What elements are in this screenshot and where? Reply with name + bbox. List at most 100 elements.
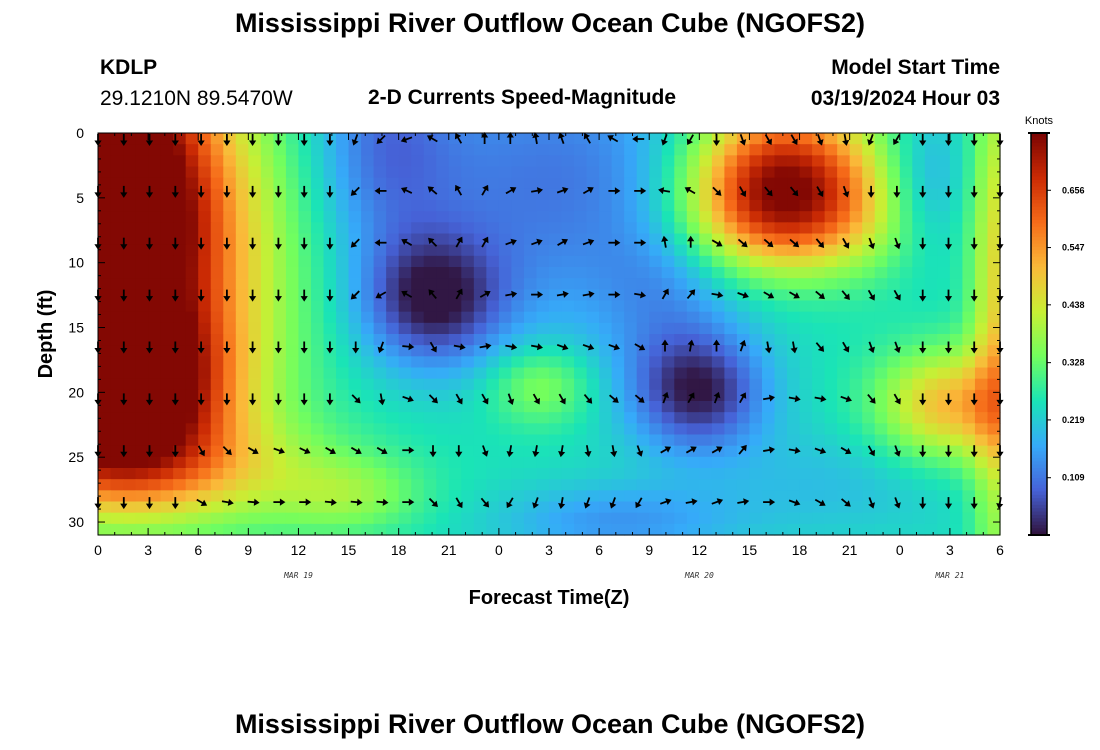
heatmap-cell (937, 255, 951, 268)
heatmap-cell (486, 490, 500, 503)
heatmap-cell (774, 356, 788, 369)
heatmap-cell (123, 322, 137, 335)
current-arrow (556, 290, 569, 298)
heatmap-cell (624, 155, 638, 168)
heatmap-cell (436, 211, 450, 223)
heatmap-cell (812, 166, 826, 179)
heatmap-cell (336, 133, 350, 145)
current-arrow (840, 395, 852, 403)
heatmap-cell (210, 267, 224, 279)
heatmap-cell (498, 300, 513, 313)
heatmap-cell (348, 244, 362, 257)
heatmap-cell (949, 311, 964, 324)
current-arrow (608, 187, 621, 195)
heatmap-cell (486, 334, 500, 346)
heatmap-cell (336, 401, 350, 413)
heatmap-cell (674, 356, 688, 369)
heatmap-cell (686, 456, 700, 469)
current-arrow (145, 237, 154, 250)
heatmap-cell (937, 479, 951, 491)
heatmap-cell (661, 345, 675, 357)
heatmap-cell (837, 412, 851, 424)
arrow-head (632, 135, 638, 143)
heatmap-cell (724, 222, 738, 235)
heatmap-cell (699, 267, 713, 279)
heatmap-cell (874, 490, 888, 503)
heatmap-cell (298, 501, 312, 514)
arrow-head (819, 447, 827, 455)
heatmap-cell (461, 200, 475, 212)
heatmap-cell (536, 155, 550, 168)
heatmap-cell (373, 479, 387, 491)
arrow-head (715, 189, 722, 196)
heatmap-cell (348, 211, 362, 223)
heatmap-cell (611, 389, 625, 402)
heatmap-cell (574, 367, 588, 380)
arrow-head (484, 290, 491, 297)
heatmap-cell (686, 166, 700, 179)
heatmap-cell (160, 490, 174, 503)
heatmap-cell (323, 512, 337, 525)
heatmap-cell (611, 490, 625, 503)
heatmap-cell (761, 490, 776, 503)
heatmap-cell (787, 267, 801, 279)
heatmap-cell (724, 501, 738, 514)
heatmap-cell (849, 311, 863, 324)
heatmap-cell (160, 378, 174, 391)
heatmap-cell (461, 188, 475, 201)
heatmap-cell (862, 512, 876, 525)
heatmap-cell (298, 401, 312, 413)
heatmap-cell (511, 356, 525, 369)
heatmap-cell (962, 200, 976, 212)
heatmap-cell (812, 300, 826, 313)
heatmap-cell (173, 177, 187, 190)
heatmap-cell (599, 166, 613, 179)
heatmap-cell (223, 144, 237, 156)
colorbar-segment (1031, 216, 1047, 221)
colorbar-segment (1031, 511, 1047, 516)
heatmap-cell (436, 188, 450, 201)
heatmap-cell (761, 378, 776, 391)
heatmap-cell (736, 401, 751, 413)
heatmap-cell (386, 188, 400, 201)
heatmap-cell (962, 445, 976, 458)
current-arrow (893, 289, 901, 301)
heatmap-cell (549, 479, 563, 491)
heatmap-cell (336, 222, 350, 235)
arrow-head (408, 498, 415, 506)
arrow-head (482, 397, 489, 405)
heatmap-cell (185, 412, 199, 424)
heatmap-cell (135, 188, 149, 201)
heatmap-cell (361, 367, 375, 380)
heatmap-cell (436, 144, 450, 156)
heatmap-cell (561, 367, 575, 380)
heatmap-cell (837, 267, 851, 279)
heatmap-cell (361, 322, 375, 335)
heatmap-cell (586, 367, 600, 380)
current-arrow (558, 132, 565, 145)
current-arrow (789, 238, 800, 248)
arrow-head (636, 450, 644, 457)
heatmap-cell (373, 155, 387, 168)
heatmap-cell (761, 445, 776, 458)
heatmap-cell (285, 255, 300, 268)
heatmap-cell (473, 356, 487, 369)
heatmap-cell (386, 523, 400, 536)
colorbar-segment (1031, 213, 1047, 218)
heatmap-cell (123, 468, 137, 480)
arrow-head (431, 500, 438, 508)
current-arrow (814, 498, 826, 506)
heatmap-cell (373, 133, 387, 145)
heatmap-cell (649, 155, 663, 168)
heatmap-cell (398, 334, 412, 346)
heatmap-cell (423, 479, 437, 491)
arrow-head (356, 498, 363, 506)
heatmap-cell (348, 401, 362, 413)
heatmap-cell (210, 155, 224, 168)
arrow-head (661, 139, 668, 146)
arrow-head (817, 345, 825, 352)
heatmap-cell (624, 468, 638, 480)
heatmap-cell (837, 289, 851, 302)
heatmap-cell (173, 200, 187, 212)
